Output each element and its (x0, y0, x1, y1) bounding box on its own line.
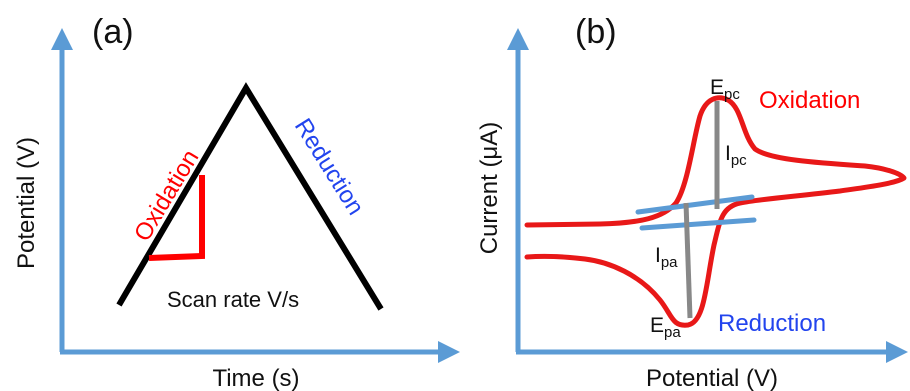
panel-b: (b) Current (μA) Potential (V) Epc Ipc I… (476, 13, 908, 391)
panel-a-label: (a) (92, 13, 134, 51)
panel-b-ipa-label: Ipa (655, 244, 678, 271)
panel-a-y-arrowhead (51, 28, 73, 50)
panel-b-anodic-baseline (635, 194, 755, 215)
panel-b-epa-label: Epa (650, 314, 681, 341)
panel-a-x-arrowhead (438, 341, 460, 363)
panel-b-epc-label: Epc (710, 76, 740, 103)
panel-a-x-axis-label: Time (s) (212, 365, 299, 391)
panel-b-ipa-marker (683, 202, 693, 319)
panel-a-scan-rate-label: Scan rate V/s (167, 287, 299, 312)
panel-a-reduction-label: Reduction (289, 114, 369, 220)
panel-a-axes (51, 28, 460, 363)
panel-b-cathodic-baseline (639, 217, 757, 231)
panel-b-y-arrowhead (507, 28, 529, 50)
panel-b-y-axis-label: Current (μA) (476, 122, 503, 255)
panel-b-x-arrowhead (886, 341, 908, 363)
panel-b-reduction-label: Reduction (718, 310, 826, 337)
panel-a-y-axis-label: Potential (V) (13, 137, 40, 269)
panel-b-x-axis-label: Potential (V) (646, 365, 778, 391)
panel-a-slope-triangle (148, 175, 205, 261)
panel-b-ipc-label: Ipc (725, 142, 747, 169)
panel-a: (a) Potential (V) Time (s) Oxidation Red… (13, 13, 460, 391)
panel-a-oxidation-label: Oxidation (129, 145, 204, 246)
panel-a-triangular-waveform (116, 82, 384, 311)
panel-b-voltammogram-curve (524, 95, 907, 328)
panel-b-label: (b) (575, 13, 617, 51)
panel-b-axes (507, 28, 908, 363)
panel-b-oxidation-label: Oxidation (759, 87, 860, 114)
